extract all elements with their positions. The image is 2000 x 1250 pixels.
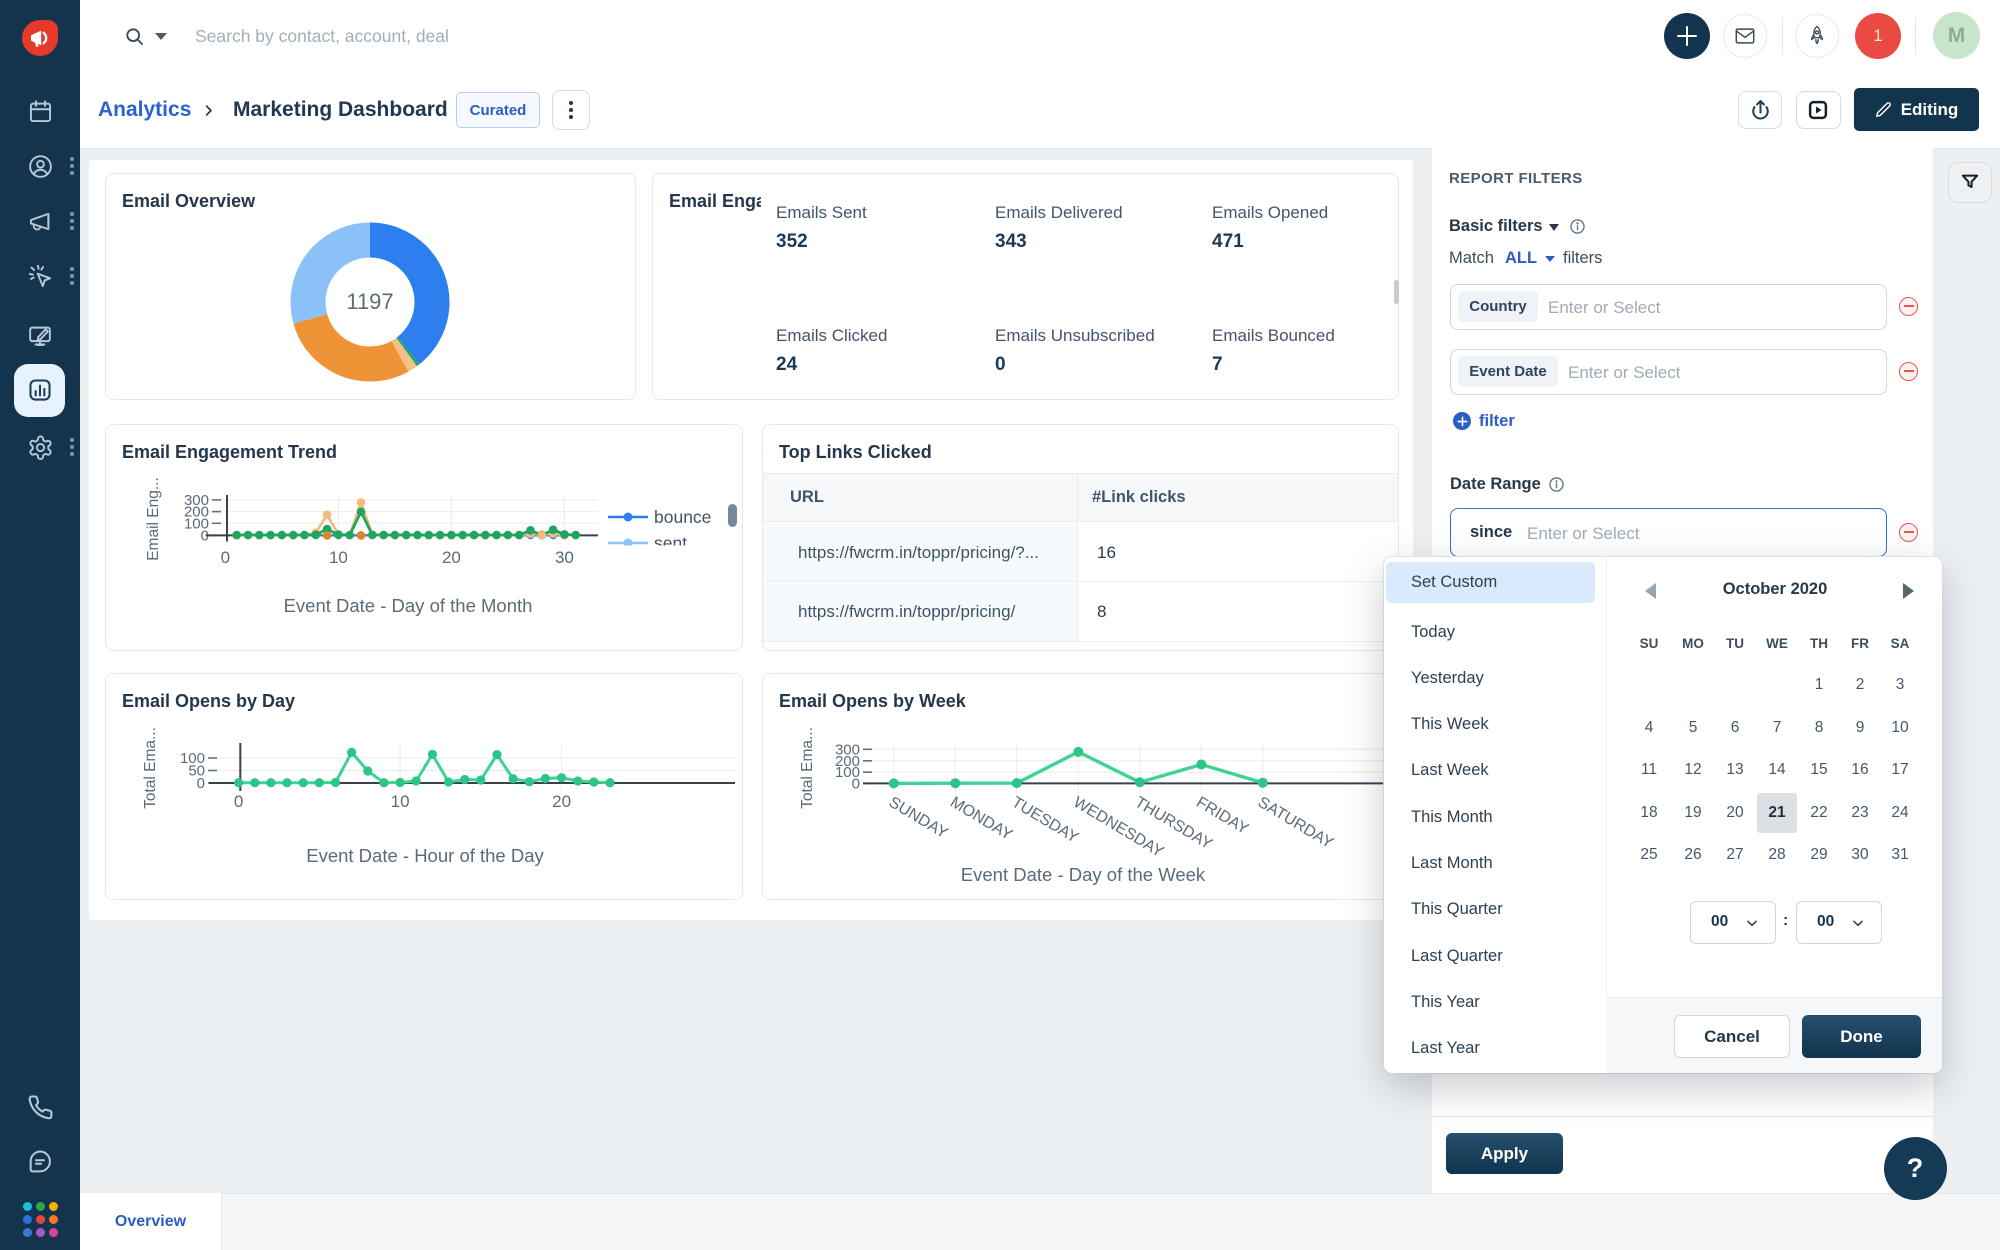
svg-text:TUESDAY: TUESDAY [1009,794,1082,847]
svg-text:MONDAY: MONDAY [947,794,1015,844]
svg-text:20: 20 [442,548,461,567]
svg-text:20: 20 [552,792,571,811]
svg-text:300: 300 [184,492,209,509]
svg-text:Total Ema...: Total Ema... [799,727,816,809]
svg-text:300: 300 [835,741,860,758]
svg-text:SUNDAY: SUNDAY [886,794,951,842]
svg-text:0: 0 [852,775,860,792]
svg-text:0: 0 [221,548,230,567]
svg-text:Email Eng...: Email Eng... [145,477,162,561]
svg-text:SATURDAY: SATURDAY [1255,794,1337,852]
svg-text:100: 100 [180,750,205,767]
svg-text:Event Date - Day of the Week: Event Date - Day of the Week [961,864,1206,885]
svg-text:200: 200 [184,504,209,521]
svg-text:100: 100 [184,515,209,532]
svg-text:200: 200 [835,753,860,770]
svg-text:Event Date - Day of the Month: Event Date - Day of the Month [284,595,533,616]
svg-text:Event Date - Hour of the Day: Event Date - Hour of the Day [306,845,544,866]
svg-text:0: 0 [234,792,243,811]
svg-text:10: 10 [329,548,348,567]
svg-text:10: 10 [391,792,410,811]
svg-text:Total Ema...: Total Ema... [142,727,159,809]
svg-text:30: 30 [555,548,574,567]
svg-text:0: 0 [197,775,205,792]
svg-text:50: 50 [188,763,205,780]
svg-text:100: 100 [835,764,860,781]
svg-text:bounce: bounce [654,507,711,527]
svg-text:sent: sent [654,533,687,553]
svg-text:0: 0 [201,527,209,544]
